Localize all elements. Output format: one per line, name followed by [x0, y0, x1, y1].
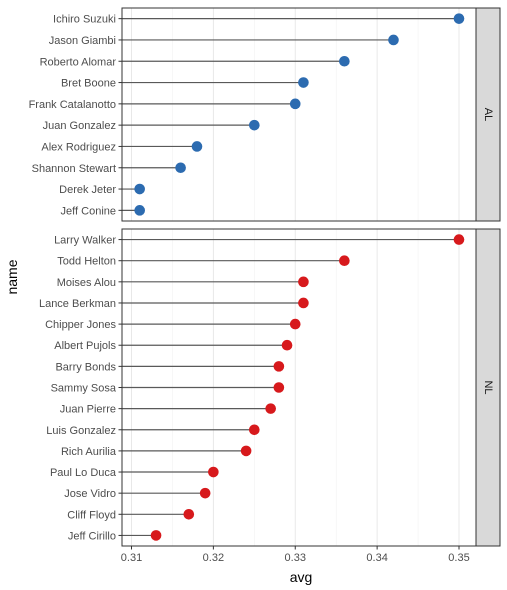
facet-nl: Larry Walker Todd Helton Moises Alou Lance … [39, 228, 501, 547]
lollipop-point [298, 276, 309, 288]
facet-strip-label: NL [482, 380, 494, 394]
facet-strip [475, 7, 501, 222]
lollipop-point [249, 119, 260, 131]
lollipop-point [191, 141, 203, 152]
y-tick-label: Sammy Sosa [51, 383, 117, 395]
lollipop-point [265, 403, 276, 414]
y-tick-label: Paul Lo Duca [50, 467, 117, 479]
y-tick-label: Chipper Jones [45, 319, 116, 331]
lollipop-point [388, 34, 399, 46]
lollipop-point [175, 162, 186, 174]
lollipop-point [199, 487, 211, 499]
y-tick-label: Rich Aurilia [61, 446, 117, 458]
lollipop-point [289, 98, 301, 110]
y-tick-label: Barry Bonds [55, 361, 116, 373]
lollipop-point [150, 530, 162, 541]
x-tick-label: 0.34 [366, 552, 387, 564]
lollipop-point [298, 77, 309, 88]
y-tick-label: Roberto Alomar [40, 56, 117, 68]
lollipop-point [208, 466, 219, 478]
x-tick-label: 0.33 [285, 552, 306, 564]
lollipop-point [273, 382, 285, 393]
lollipop-point [453, 13, 465, 24]
y-tick-label: Frank Catalanotto [29, 99, 116, 111]
y-tick-label: Derek Jeter [59, 184, 116, 196]
y-tick-label: Luis Gonzalez [46, 425, 116, 437]
lollipop-point [289, 318, 301, 330]
lollipop-point [134, 205, 145, 216]
x-tick-label: 0.32 [203, 552, 224, 564]
lollipop-point [339, 255, 350, 266]
lollipop-point [273, 361, 285, 372]
y-axis-title: name [4, 259, 20, 294]
facet-al: Ichiro Suzuki Jason Giambi Roberto Alomar B… [29, 7, 501, 222]
y-tick-label: Lance Berkman [39, 298, 116, 310]
y-tick-label: Juan Gonzalez [43, 120, 116, 132]
y-tick-label: Juan Pierre [60, 404, 116, 416]
x-tick-label: 0.35 [448, 552, 469, 564]
y-tick-label: Jose Vidro [64, 488, 116, 500]
y-tick-label: Alex Rodriguez [41, 141, 116, 153]
y-tick-label: Bret Boone [61, 78, 116, 90]
y-tick-label: Albert Pujols [54, 340, 116, 352]
y-tick-label: Shannon Stewart [32, 163, 116, 175]
lollipop-point [453, 234, 465, 245]
y-tick-label: Ichiro Suzuki [53, 14, 116, 26]
y-tick-label: Cliff Floyd [67, 509, 116, 521]
lollipop-point [249, 424, 260, 436]
panel-background [122, 8, 476, 221]
facet-strip [475, 228, 501, 547]
x-axis: 0.31 0.32 0.33 0.34 0.35 [121, 546, 470, 564]
lollipop-point [134, 183, 145, 195]
x-axis-title: avg [290, 569, 313, 585]
y-tick-label: Moises Alou [57, 277, 116, 289]
lollipop-point [183, 509, 195, 520]
lollipop-point [339, 55, 350, 67]
facet-strip-label: AL [482, 108, 494, 121]
y-tick-label: Larry Walker [54, 235, 116, 247]
lollipop-point [240, 445, 252, 457]
x-tick-label: 0.31 [121, 552, 142, 564]
y-tick-label: Todd Helton [57, 256, 116, 268]
chart-panels: Ichiro Suzuki Jason Giambi Roberto Alomar B… [29, 7, 501, 547]
lollipop-point [298, 297, 309, 309]
y-tick-label: Jason Giambi [49, 35, 116, 47]
y-tick-label: Jeff Cirillo [68, 530, 116, 542]
y-tick-label: Jeff Conine [61, 205, 116, 217]
lollipop-point [281, 339, 293, 351]
